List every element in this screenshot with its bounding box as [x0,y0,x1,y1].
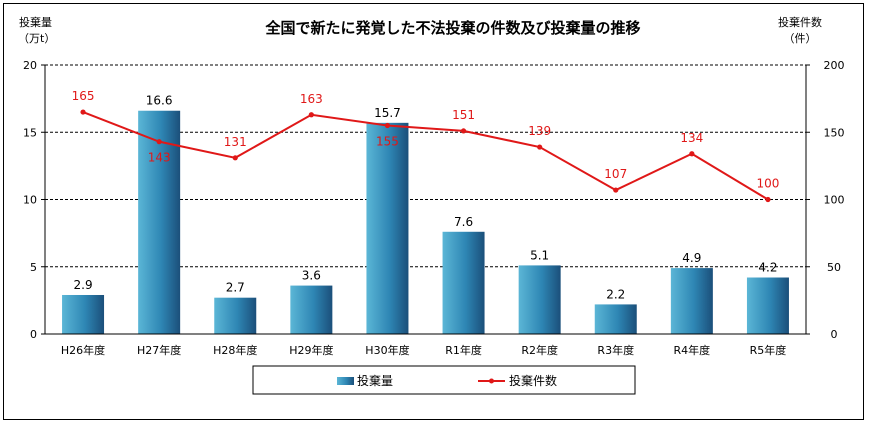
right-tick-label: 50 [827,261,841,274]
left-tick-label: 20 [23,59,37,72]
bar-labels: 2.9 16.6 2.7 3.6 15.7 7.6 5.1 2.2 4.9 4.2 [74,94,778,302]
line-value-label: 143 [148,151,171,165]
bar-value-label: 4.9 [682,251,701,265]
left-tick-label: 5 [30,261,37,274]
left-tick-label: 10 [23,194,37,207]
left-tick-label: 15 [23,126,37,139]
right-tick-label: 100 [824,194,845,207]
bar-value-label: 2.9 [74,278,93,292]
right-tick-label: 0 [831,328,838,341]
line-value-label: 151 [452,108,475,122]
category-labels: H26年度 H27年度 H28年度 H29年度 H30年度 R1年度 R2年度 R3年度 R4年… [61,343,786,357]
line-point [613,187,619,193]
bar [214,297,257,334]
line-point [537,144,543,150]
legend-box [252,365,636,395]
right-axis-label-line2: （件） [784,32,817,45]
line-point [156,139,162,145]
line-point [384,122,391,129]
right-axis-label-line1: 投棄件数 [778,15,822,29]
line-point [80,109,86,115]
bar [670,268,713,334]
left-axis-ticks: 0 5 10 15 20 [23,59,45,341]
bar [290,285,333,334]
bar [746,277,789,334]
category-label: R3年度 [597,343,634,357]
line-value-label: 163 [300,92,323,106]
left-axis-label-line1: 投棄量 [19,15,52,29]
right-tick-label: 150 [824,126,845,139]
line-point [460,128,467,134]
bar-value-label: 5.1 [530,248,549,262]
line-point [765,196,771,203]
bar-value-label: 2.2 [606,287,625,301]
line-value-label: 131 [224,135,247,149]
line-value-label: 100 [756,177,779,191]
line-value-label: 155 [376,135,399,149]
right-tick-label: 200 [824,59,845,72]
legend-line-marker [489,378,494,384]
category-label: H28年度 [213,343,257,357]
line-point [689,151,695,157]
chart-title: 全国で新たに発覚した不法投棄の件数及び投棄量の推移 [264,19,640,37]
category-label: H29年度 [289,343,333,357]
category-label: R2年度 [521,343,558,357]
category-label: H27年度 [137,343,181,357]
bar-value-label: 2.7 [226,281,245,295]
left-tick-label: 0 [30,328,37,341]
line-value-label: 165 [72,89,95,103]
bar-value-label: 3.6 [302,269,321,283]
bar [442,231,485,334]
line-point [232,155,238,161]
bar [138,110,181,334]
line-value-label: 107 [604,167,627,181]
bar-value-label: 15.7 [374,106,401,120]
bar [518,265,561,334]
bar [594,304,637,334]
right-axis-ticks: 0 50 100 150 200 [806,59,845,341]
legend-line-label: 投棄件数 [509,373,557,388]
left-axis-label-line2: （万t） [18,32,55,45]
bar-value-label: 7.6 [454,215,473,229]
legend: 投棄量 投棄件数 [252,365,636,395]
line-series [80,109,771,203]
bar [366,122,409,335]
bar-value-label: 16.6 [146,94,173,108]
category-label: H26年度 [61,343,105,357]
legend-bar-swatch [337,377,354,385]
category-label: H30年度 [365,343,409,357]
legend-bar-label: 投棄量 [357,373,393,388]
line-value-label: 134 [680,131,703,145]
category-label: R1年度 [445,343,482,357]
bar [62,294,105,334]
category-label: R4年度 [674,343,711,357]
line-value-label: 139 [528,124,551,138]
line-point [308,112,314,118]
bar-value-label: 4.2 [758,261,777,275]
bar-series [62,110,789,335]
category-label: R5年度 [750,343,787,357]
series-line [82,111,769,201]
line-labels: 165 143 131 163 155 151 139 107 134 100 [72,89,780,190]
